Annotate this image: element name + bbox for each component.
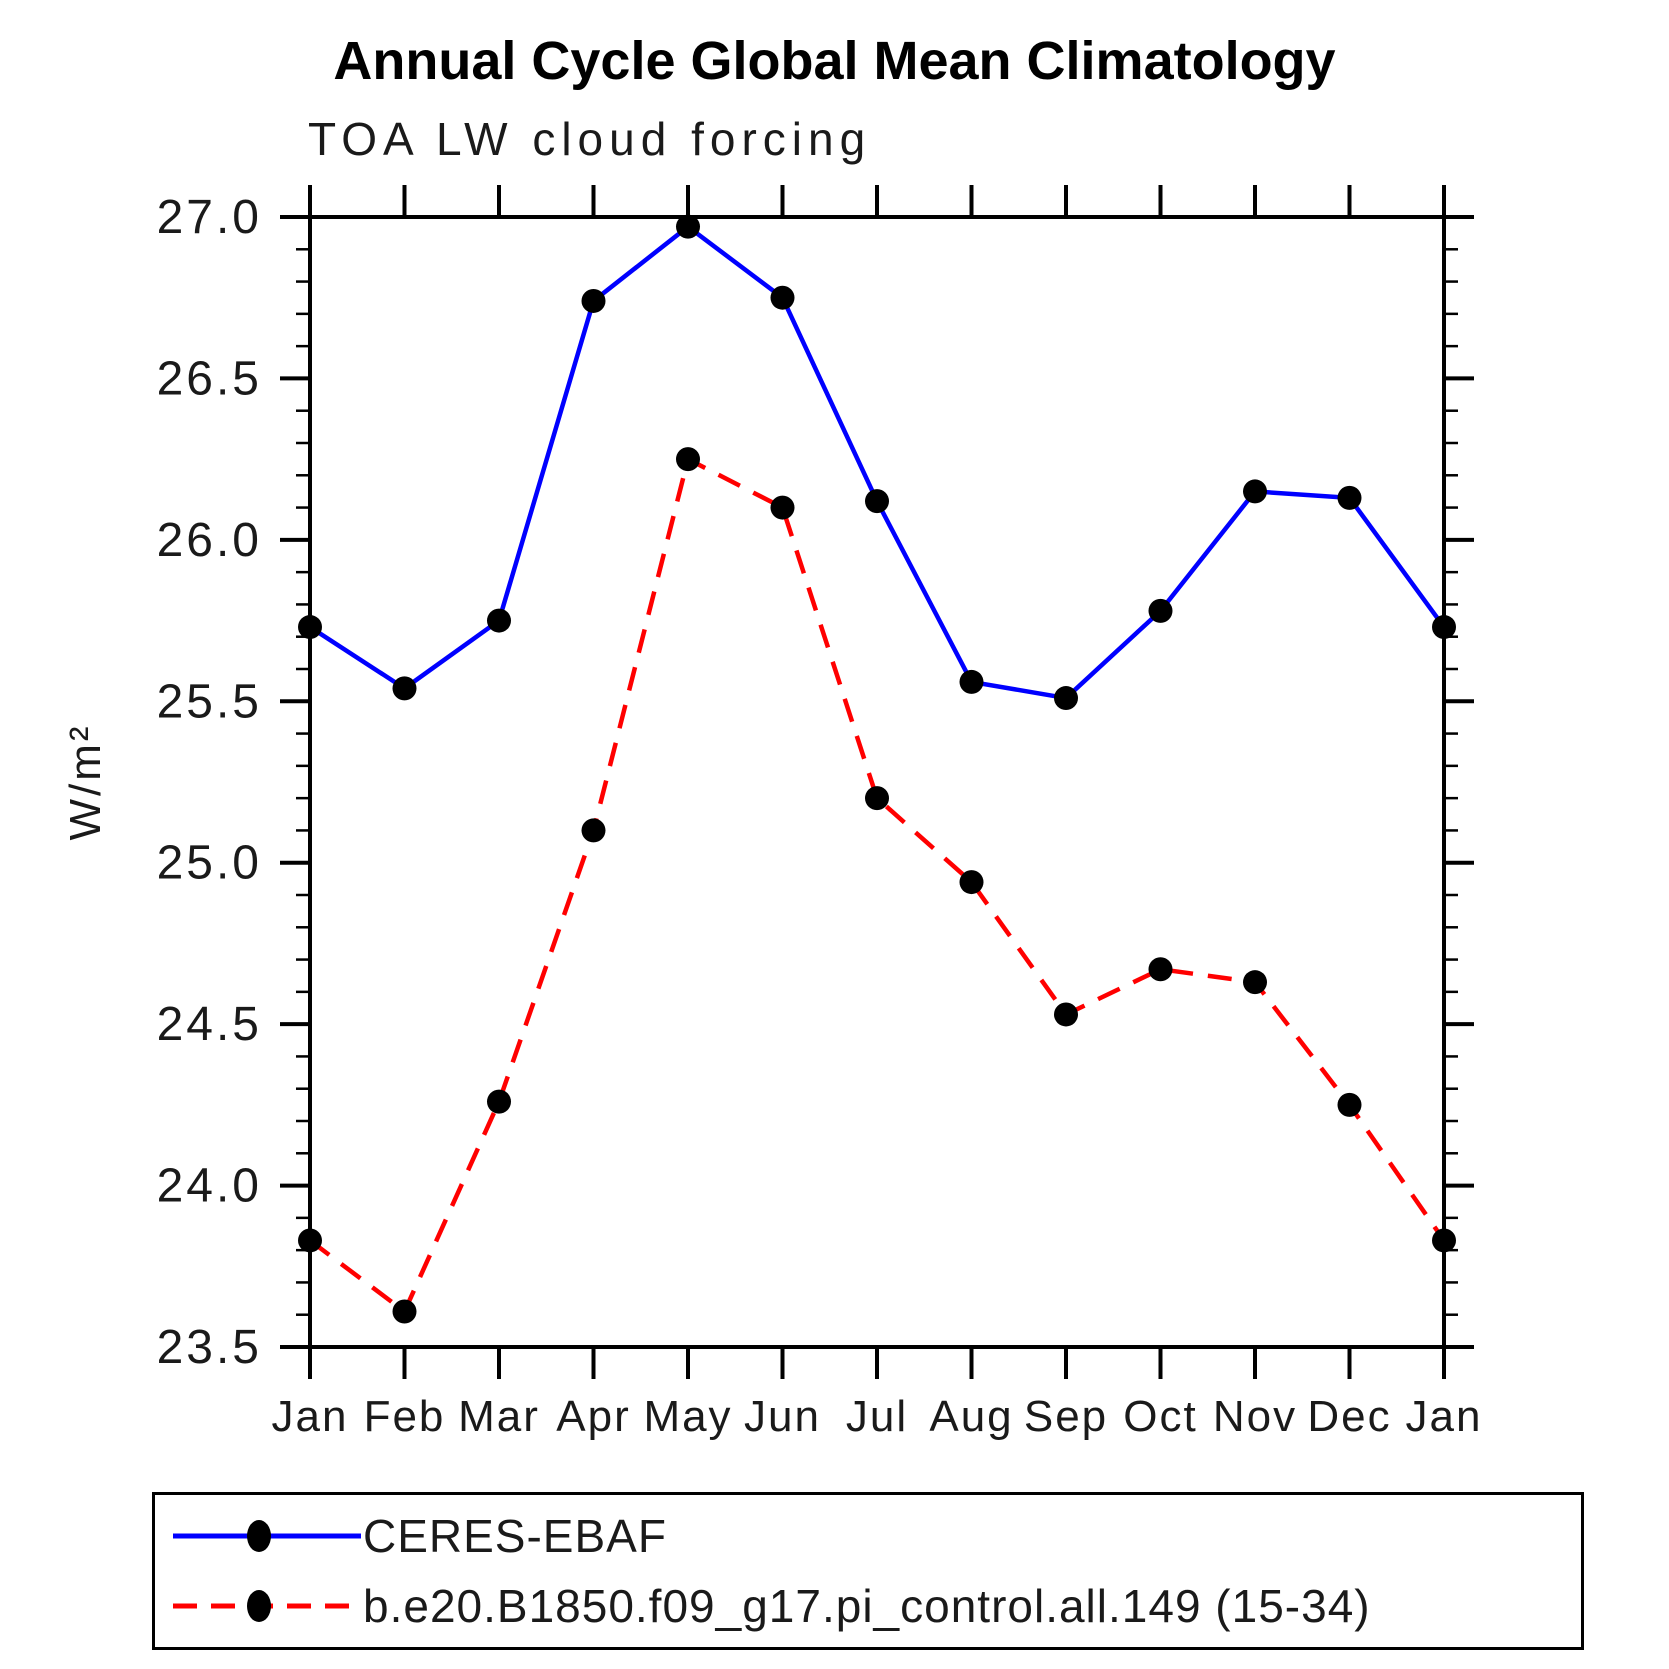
series-line-1: [308, 456, 1446, 1314]
series-line-0: [308, 224, 1446, 701]
legend-entry-model: b.e20.B1850.f09_g17.pi_control.all.149 (…: [171, 1578, 1581, 1634]
y-tick-label: 24.0: [157, 1160, 262, 1213]
x-tick-label: Sep: [1024, 1392, 1108, 1441]
y-tick-label: 24.5: [157, 998, 262, 1051]
axes: [280, 185, 1474, 1379]
x-tick-label: Jan: [272, 1392, 349, 1441]
x-tick-label: Jul: [846, 1392, 908, 1441]
x-tick-label: Nov: [1213, 1392, 1297, 1441]
y-tick-label: 25.0: [157, 837, 262, 890]
x-tick-label: Jan: [1406, 1392, 1483, 1441]
y-tick-label: 26.5: [157, 352, 262, 405]
chart-subtitle: TOA LW cloud forcing: [308, 113, 872, 165]
x-tick-label: Jun: [744, 1392, 821, 1441]
plot-frame: [308, 215, 1446, 1349]
series-markers-0: [298, 214, 1456, 711]
y-tick-label: 27.0: [157, 191, 262, 244]
y-axis-ticks: [280, 215, 1474, 1349]
chart-title: Annual Cycle Global Mean Climatology: [333, 31, 1336, 91]
y-tick-label: 26.0: [157, 514, 262, 567]
ceres-line-sample-icon: [173, 1520, 361, 1552]
x-tick-label: Feb: [364, 1392, 446, 1441]
x-tick-label: Oct: [1123, 1392, 1197, 1441]
series-markers-1: [298, 447, 1456, 1324]
y-axis-tick-labels: 23.5 24.0 24.5 25.0 25.5 26.0 26.5 27.0: [157, 191, 262, 1374]
y-tick-label: 25.5: [157, 675, 262, 728]
x-tick-label: Apr: [556, 1392, 630, 1441]
legend-label-ceres: CERES-EBAF: [363, 1510, 667, 1562]
y-axis-label: W/m²: [61, 723, 110, 840]
legend-entry-ceres: CERES-EBAF: [171, 1508, 1581, 1564]
x-tick-label: Aug: [929, 1392, 1013, 1441]
legend: CERES-EBAF b.e20.B1850.f09_g17.pi_contro…: [152, 1492, 1584, 1650]
y-tick-label: 23.5: [157, 1321, 262, 1374]
x-axis-tick-labels: Jan Feb Mar Apr May Jun Jul Aug Sep Oct Nov Dec Jan: [272, 1392, 1483, 1441]
model-line-sample-icon: [173, 1590, 361, 1622]
x-axis-ticks: [308, 185, 1446, 1379]
legend-label-model: b.e20.B1850.f09_g17.pi_control.all.149 (…: [363, 1580, 1371, 1632]
x-tick-label: May: [643, 1392, 732, 1441]
x-tick-label: Dec: [1307, 1392, 1391, 1441]
x-tick-label: Mar: [458, 1392, 540, 1441]
